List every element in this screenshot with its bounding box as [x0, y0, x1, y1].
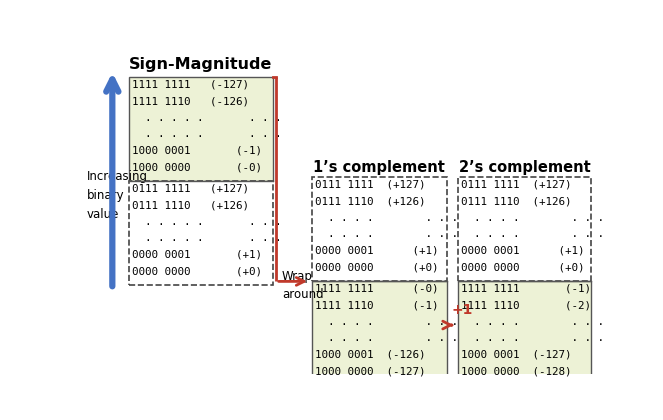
Bar	[312, 177, 447, 281]
Text: 0000 0001      (+1): 0000 0001 (+1)	[315, 246, 438, 256]
Bar	[129, 181, 272, 285]
Text: . . . .        . . .: . . . . . . .	[315, 229, 457, 239]
Text: 0111 1111  (+127): 0111 1111 (+127)	[461, 180, 572, 190]
Text: 0000 0000      (+0): 0000 0000 (+0)	[461, 262, 585, 273]
Bar	[458, 177, 591, 281]
Text: Wrap
around: Wrap around	[282, 270, 324, 301]
Text: 1111 1110      (-1): 1111 1110 (-1)	[315, 300, 438, 310]
Text: 0111 1110  (+126): 0111 1110 (+126)	[461, 196, 572, 206]
Text: 1000 0001       (-1): 1000 0001 (-1)	[133, 146, 263, 156]
Text: Sign-Magnitude: Sign-Magnitude	[129, 57, 272, 71]
Text: . . . .        . . .: . . . . . . .	[315, 333, 457, 344]
Text: . . . .        . . .: . . . . . . .	[461, 317, 604, 327]
Text: 0000 0001      (+1): 0000 0001 (+1)	[461, 246, 585, 256]
Text: 1000 0000  (-128): 1000 0000 (-128)	[461, 367, 572, 376]
Text: . . . .        . . .: . . . . . . .	[461, 333, 604, 344]
Bar	[312, 281, 447, 386]
Text: . . . . .       . . .: . . . . . . . .	[133, 217, 282, 227]
Bar	[458, 281, 591, 386]
Text: 1111 1111   (-127): 1111 1111 (-127)	[133, 80, 249, 89]
Text: 0111 1110  (+126): 0111 1110 (+126)	[315, 196, 425, 206]
Text: 1’s complement: 1’s complement	[314, 160, 446, 175]
Text: 1111 1111      (-0): 1111 1111 (-0)	[315, 284, 438, 294]
Text: 1111 1110       (-2): 1111 1110 (-2)	[461, 300, 591, 310]
Text: . . . . .       . . .: . . . . . . . .	[133, 113, 282, 123]
Text: 0000 0000      (+0): 0000 0000 (+0)	[315, 262, 438, 273]
Text: . . . . .       . . .: . . . . . . . .	[133, 129, 282, 139]
Bar	[129, 77, 272, 181]
Text: 0000 0000       (+0): 0000 0000 (+0)	[133, 266, 263, 276]
Text: 0111 1111  (+127): 0111 1111 (+127)	[315, 180, 425, 190]
Text: 1111 1110   (-126): 1111 1110 (-126)	[133, 96, 249, 106]
Text: 1000 0000       (-0): 1000 0000 (-0)	[133, 163, 263, 173]
Text: 0111 1111   (+127): 0111 1111 (+127)	[133, 184, 249, 194]
Text: . . . .        . . .: . . . . . . .	[315, 213, 457, 223]
Text: 1000 0000  (-127): 1000 0000 (-127)	[315, 367, 425, 376]
Text: 0111 1110   (+126): 0111 1110 (+126)	[133, 200, 249, 210]
Text: 1000 0001  (-127): 1000 0001 (-127)	[461, 350, 572, 360]
Text: 0000 0001       (+1): 0000 0001 (+1)	[133, 250, 263, 260]
Text: . . . .        . . .: . . . . . . .	[315, 317, 457, 327]
Text: . . . .        . . .: . . . . . . .	[461, 213, 604, 223]
Text: 1111 1111       (-1): 1111 1111 (-1)	[461, 284, 591, 294]
Text: +1: +1	[451, 303, 472, 318]
Text: . . . .        . . .: . . . . . . .	[461, 229, 604, 239]
Text: Increasing
binary
value: Increasing binary value	[87, 170, 148, 221]
Text: 1000 0001  (-126): 1000 0001 (-126)	[315, 350, 425, 360]
Text: 2’s complement: 2’s complement	[459, 160, 591, 175]
Text: . . . . .       . . .: . . . . . . . .	[133, 233, 282, 243]
